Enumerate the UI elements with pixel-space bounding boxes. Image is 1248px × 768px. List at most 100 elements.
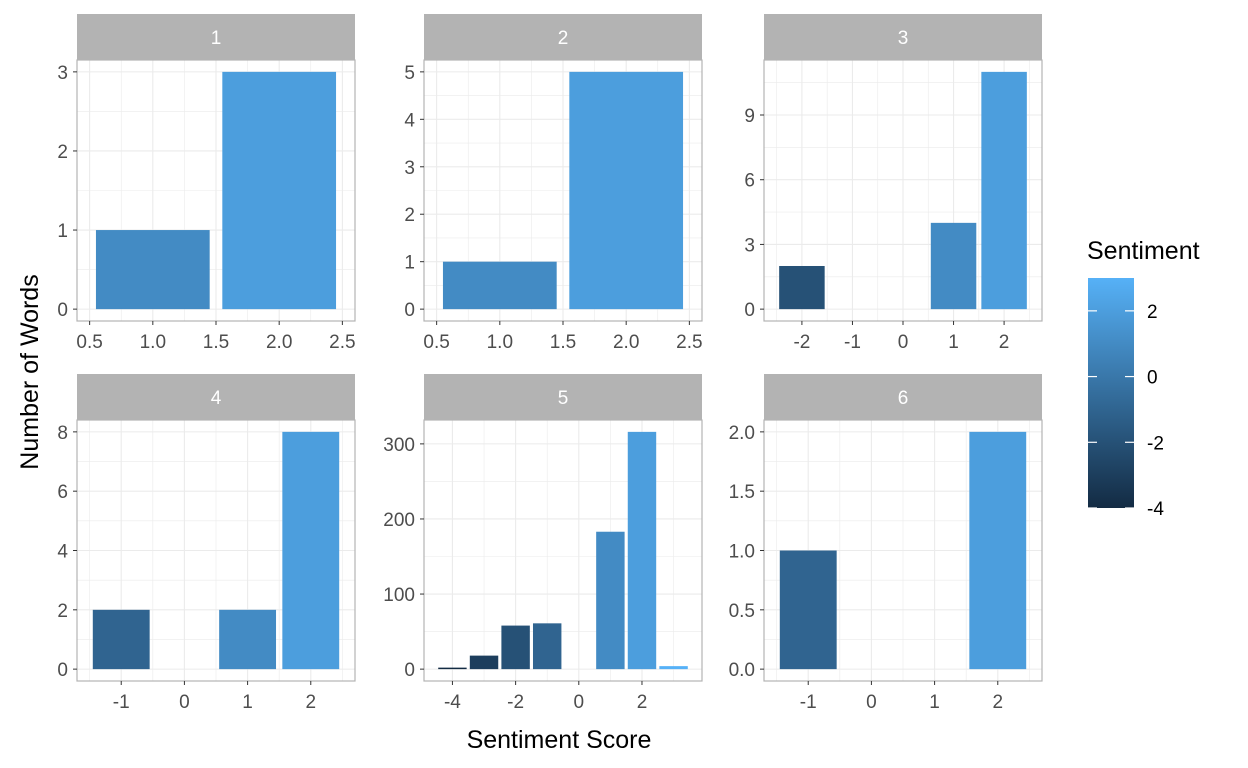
bar-score--1 <box>779 550 837 670</box>
bar-score--4 <box>438 667 467 670</box>
x-tick-label: 2.0 <box>613 332 639 353</box>
y-tick-label: 0.5 <box>729 601 755 622</box>
x-tick-label: 0 <box>574 692 585 713</box>
legend-tick-label: 0 <box>1147 368 1158 389</box>
x-tick-label: 0.5 <box>423 332 449 353</box>
facet-6: 6 -1 0 1 2 0.0 0.5 1.0 1.5 2.0 <box>729 374 1043 713</box>
facet-strip <box>424 14 702 60</box>
facet-strip <box>764 14 1042 60</box>
x-tick-label: -1 <box>800 692 817 713</box>
x-tick-label: 2.0 <box>266 332 292 353</box>
y-tick-label: 5 <box>404 63 415 84</box>
bar-score-1 <box>219 609 277 670</box>
legend-tick-label: 2 <box>1147 302 1158 323</box>
bar-score-2 <box>282 431 340 670</box>
y-tick-label: 0 <box>57 660 68 681</box>
y-tick-label: 300 <box>383 435 415 456</box>
bar-score-2 <box>981 71 1027 310</box>
bar-score-3 <box>659 666 688 670</box>
panel-border <box>423 419 703 682</box>
x-tick-label: 2 <box>637 692 648 713</box>
x-tick-label: 1 <box>242 692 253 713</box>
facet-strip-label: 3 <box>898 28 909 49</box>
y-tick-label: 8 <box>57 423 68 444</box>
x-tick-label: 0.5 <box>76 332 102 353</box>
legend-title: Sentiment <box>1087 237 1200 265</box>
facet-strip-label: 1 <box>211 28 222 49</box>
y-tick-label: 0 <box>404 660 415 681</box>
y-tick-label: 6 <box>57 482 68 503</box>
x-tick-label: 1.5 <box>203 332 229 353</box>
x-tick-label: 2 <box>999 332 1010 353</box>
y-tick-label: 0.0 <box>729 660 755 681</box>
x-tick-label: 0 <box>866 692 877 713</box>
y-tick-label: 200 <box>383 510 415 531</box>
x-tick-label: 2 <box>992 692 1003 713</box>
bar-score-1 <box>95 230 210 310</box>
facet-1: 1 0.5 1.0 1.5 2.0 2.5 0 1 2 3 <box>57 14 356 353</box>
bar-score-2 <box>569 71 684 310</box>
bar-score-2 <box>969 431 1027 670</box>
gridlines <box>424 420 702 681</box>
bar-score-1 <box>596 531 625 670</box>
x-tick-label: -1 <box>113 692 130 713</box>
y-tick-label: 2 <box>404 205 415 226</box>
x-tick-label: 2.5 <box>676 332 702 353</box>
x-tick-label: 1.0 <box>487 332 513 353</box>
y-tick-label: 100 <box>383 585 415 606</box>
y-tick-label: 3 <box>57 63 68 84</box>
facet-strip <box>77 14 355 60</box>
legend-colorbar <box>1088 278 1134 508</box>
x-tick-label: -2 <box>793 332 810 353</box>
x-tick-label: -2 <box>507 692 524 713</box>
bar-score-2 <box>627 431 657 670</box>
x-tick-label: 1 <box>948 332 959 353</box>
y-tick-label: 3 <box>744 235 755 256</box>
y-tick-label: 0 <box>404 300 415 321</box>
y-tick-label: 2 <box>57 601 68 622</box>
facet-4: 4 -1 0 1 2 0 2 4 6 8 <box>57 374 356 713</box>
y-tick-label: 1 <box>57 221 68 242</box>
y-tick-label: 9 <box>744 106 755 127</box>
bar-score--3 <box>469 655 499 670</box>
y-tick-label: 3 <box>404 158 415 179</box>
x-tick-label: -4 <box>444 692 461 713</box>
facet-strip <box>764 374 1042 420</box>
bar-score-1 <box>930 222 977 310</box>
y-tick-label: 2 <box>57 142 68 163</box>
facet-strip <box>77 374 355 420</box>
facet-5: 5 -4 -2 0 2 0 100 200 300 <box>383 374 703 713</box>
y-tick-label: 1.5 <box>729 482 755 503</box>
legend-tick-label: -2 <box>1147 433 1164 454</box>
x-tick-label: -1 <box>844 332 861 353</box>
x-tick-label: 0 <box>179 692 190 713</box>
facet-strip <box>424 374 702 420</box>
facet-strip-label: 2 <box>558 28 569 49</box>
x-tick-label: 1.5 <box>550 332 576 353</box>
facet-3: 3 -2 -1 0 1 2 0 3 6 9 <box>744 14 1043 353</box>
y-tick-label: 4 <box>404 110 415 131</box>
x-tick-label: 2.5 <box>329 332 355 353</box>
bar-score--2 <box>501 625 530 670</box>
y-tick-label: 4 <box>57 542 68 563</box>
y-tick-label: 0 <box>744 300 755 321</box>
x-tick-label: 1.0 <box>140 332 166 353</box>
y-axis-title: Number of Words <box>16 274 44 469</box>
facet-strip-label: 5 <box>558 388 569 409</box>
x-tick-label: 0 <box>898 332 909 353</box>
x-axis-title: Sentiment Score <box>467 726 652 754</box>
bar-score--2 <box>779 265 825 310</box>
y-tick-label: 1.0 <box>729 542 755 563</box>
y-tick-label: 6 <box>744 171 755 192</box>
y-tick-label: 1 <box>404 253 415 274</box>
bar-score-2 <box>222 71 337 310</box>
facet-2: 2 0.5 1.0 1.5 2.0 2.5 0 1 2 3 4 5 <box>404 14 703 353</box>
y-tick-label: 2.0 <box>729 423 755 444</box>
bar-score--1 <box>92 609 150 670</box>
legend-tick-label: -4 <box>1147 499 1164 520</box>
bar-score--1 <box>532 623 562 670</box>
y-tick-label: 0 <box>57 300 68 321</box>
x-tick-label: 1 <box>929 692 940 713</box>
